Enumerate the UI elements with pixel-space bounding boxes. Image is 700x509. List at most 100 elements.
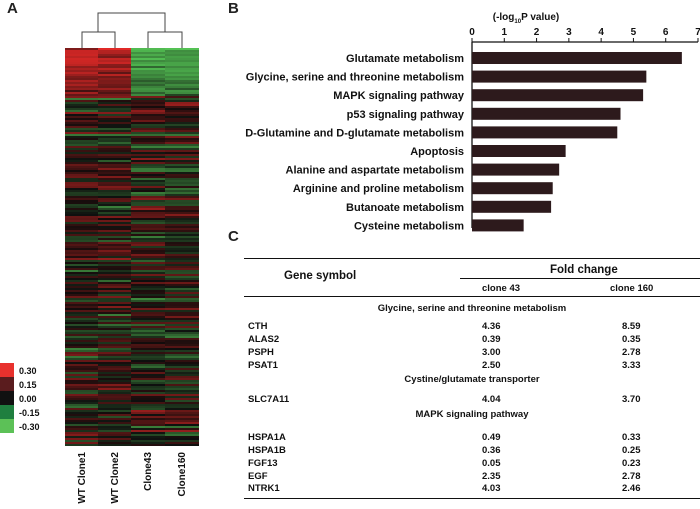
heatmap-cell [131,52,165,54]
heatmap-cell [65,200,99,202]
heatmap-cell [98,234,132,236]
heatmap-cell [98,148,132,150]
heatmap-cell [65,438,99,440]
heatmap-cell [165,320,199,322]
heatmap-cell [131,268,165,270]
heatmap-cell [65,62,99,64]
heatmap-cell [65,270,99,272]
heatmap-cell [98,142,132,144]
dendrogram [81,12,183,48]
heatmap-cell [98,398,132,400]
heatmap-cell [165,438,199,440]
heatmap-cell [165,124,199,126]
heatmap-cell [131,302,165,304]
heatmap-cell [165,218,199,220]
heatmap-cell [65,198,99,200]
heatmap-cell [165,376,199,378]
heatmap-cell [98,292,132,294]
heatmap-cell [65,140,99,142]
heatmap-cell [98,250,132,252]
heatmap-cell [98,260,132,262]
heatmap-figure: 0.300.150.00-0.15-0.30 WT Clone1 WT Clone… [0,12,199,504]
heatmap-cell [98,162,132,164]
heatmap-cell [165,292,199,294]
heatmap-cell [65,280,99,282]
clone160-cell: 3.70 [622,394,641,405]
heatmap-cell [165,192,199,194]
heatmap-cell [131,158,165,160]
heatmap-cell [65,358,99,360]
heatmap-cell [131,232,165,234]
heatmap-cell [98,176,132,178]
heatmap-cell [65,256,99,258]
heatmap-cell [165,86,199,88]
heatmap-cell [165,278,199,280]
heatmap-cell [165,244,199,246]
heatmap-cell [98,132,132,134]
heatmap-cell [131,300,165,302]
heatmap-cell [131,292,165,294]
heatmap-cell [131,62,165,64]
heatmap-cell [65,302,99,304]
heatmap-cell [165,84,199,86]
heatmap-cell [131,312,165,314]
heatmap-cell [98,50,132,52]
heatmap-cell [98,266,132,268]
heatmap-cell [165,426,199,428]
heatmap-cell [131,150,165,152]
heatmap-cell [165,306,199,308]
heatmap-cell [98,364,132,366]
heatmap-cell [131,384,165,386]
heatmap-cell [131,210,165,212]
heatmap-cell [131,92,165,94]
heatmap-cell [131,224,165,226]
heatmap-cell [65,60,99,62]
heatmap-cell [65,310,99,312]
heatmap-cell [165,444,199,446]
x-tick-label: 0 [469,27,475,38]
clone160-cell: 2.78 [622,471,641,482]
heatmap-cell [131,352,165,354]
heatmap-cell [165,392,199,394]
heatmap-cell [165,102,199,104]
heatmap-cell [65,84,99,86]
gene-cell: EGF [248,471,268,482]
heatmap-cell [131,440,165,442]
heatmap-cell [65,218,99,220]
heatmap-cell [131,256,165,258]
heatmap-cell [98,310,132,312]
heatmap-cell [98,278,132,280]
table-row: CTH 4.36 8.59 [244,321,700,333]
heatmap-cell [65,120,99,122]
heatmap-cell [65,98,99,100]
heatmap-cell [98,290,132,292]
heatmap-cell [65,132,99,134]
heatmap-cell [165,144,199,146]
heatmap-cell [165,284,199,286]
heatmap-cell [98,366,132,368]
heatmap-cell [131,360,165,362]
heatmap-cell [65,64,99,66]
heatmap-cell [165,104,199,106]
heatmap-cell [165,232,199,234]
heatmap-cell [165,316,199,318]
heatmap-cell [65,352,99,354]
heatmap-cell [165,92,199,94]
heatmap-cell [98,334,132,336]
heatmap-cell [98,368,132,370]
gene-cell: SLC7A11 [248,394,290,405]
heatmap-cell [165,88,199,90]
heatmap-cell [165,344,199,346]
heatmap-cell [65,112,99,114]
section-title: MAPK signaling pathway [415,409,529,420]
heatmap-cell [165,48,199,50]
heatmap-cell [98,104,132,106]
heatmap-cell [131,100,165,102]
heatmap-cell [65,130,99,132]
heatmap-cell [165,138,199,140]
heatmap-cell [131,166,165,168]
heatmap-cell [165,254,199,256]
heatmap-cell [98,86,132,88]
heatmap-cell [165,52,199,54]
heatmap-cell [65,382,99,384]
